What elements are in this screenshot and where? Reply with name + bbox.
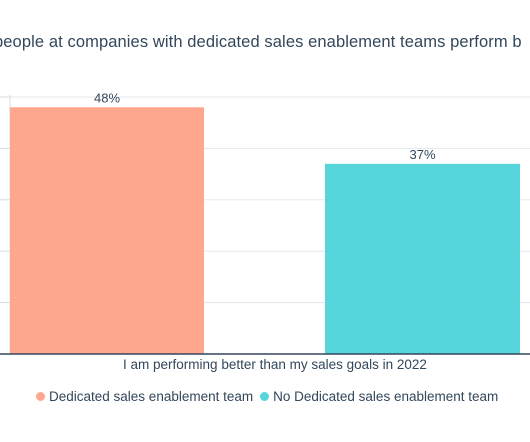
legend-swatch-dedicated bbox=[36, 392, 45, 401]
legend-item-no-dedicated[interactable]: No Dedicated sales enablement team bbox=[260, 389, 498, 404]
legend-swatch-no-dedicated bbox=[260, 392, 270, 401]
legend-label-no-dedicated: No Dedicated sales enablement team bbox=[273, 389, 499, 404]
chart-legend: Dedicated sales enablement team No Dedic… bbox=[36, 389, 505, 404]
legend-item-dedicated[interactable]: Dedicated sales enablement team bbox=[36, 389, 253, 404]
data-label-dedicated: 48% bbox=[94, 90, 120, 105]
bar-dedicated[interactable] bbox=[10, 107, 204, 354]
legend-label-dedicated: Dedicated sales enablement team bbox=[49, 389, 254, 404]
bar-no-dedicated[interactable] bbox=[325, 163, 520, 354]
x-category-label: I am performing better than my sales goa… bbox=[123, 357, 427, 372]
data-label-no-dedicated: 37% bbox=[409, 147, 435, 162]
chart-title: people at companies with dedicated sales… bbox=[0, 33, 522, 51]
